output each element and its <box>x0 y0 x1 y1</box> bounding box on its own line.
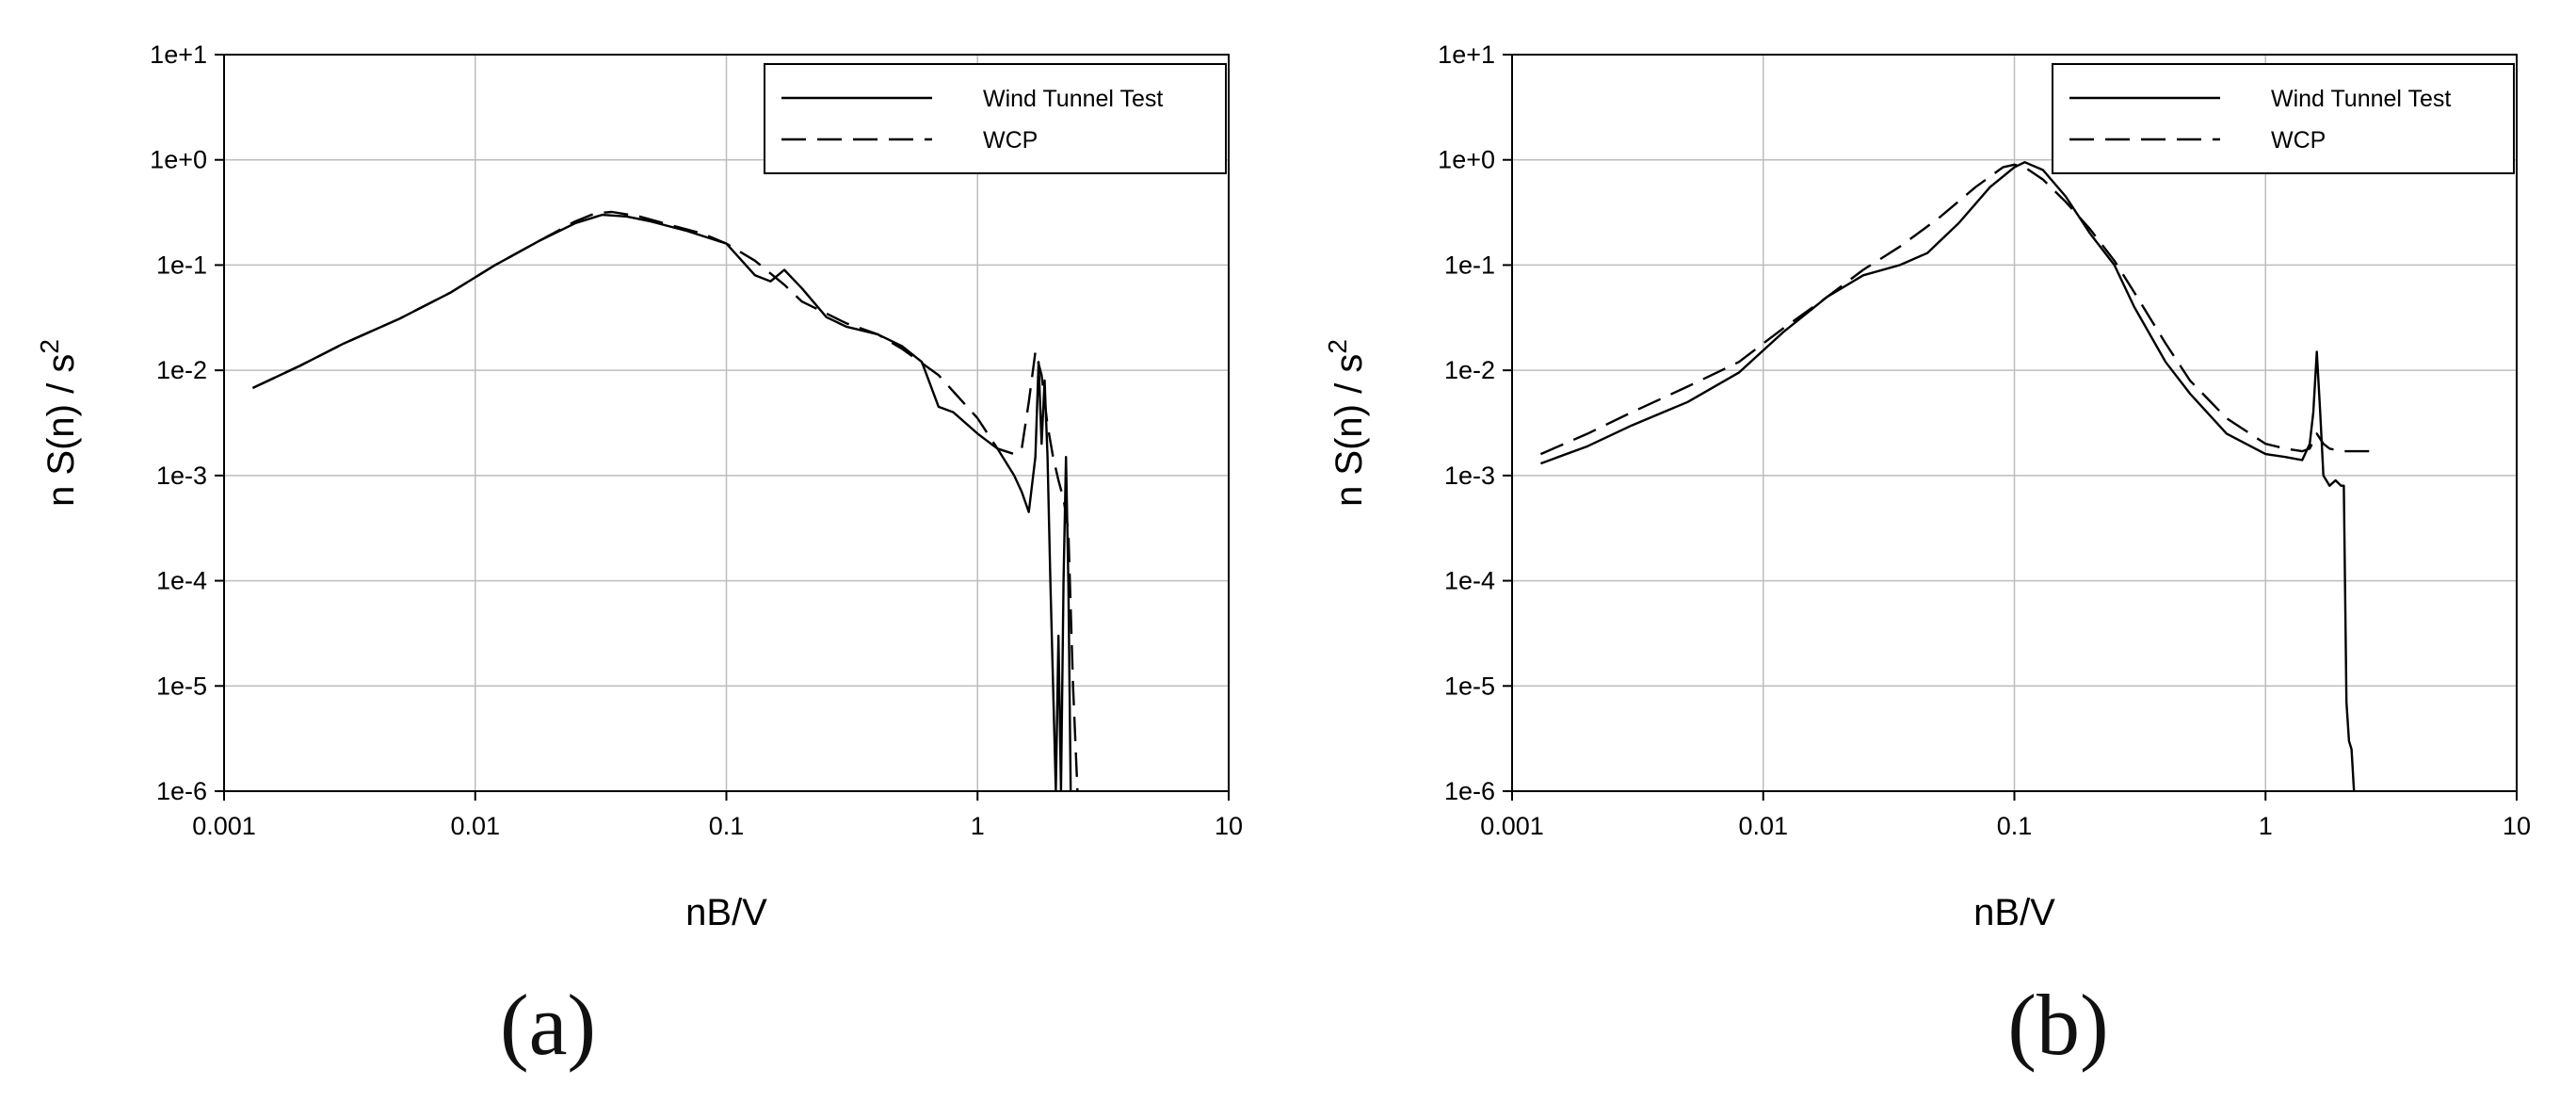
series-line-wind-tunnel-test <box>251 213 1072 791</box>
y-tick-label: 1e-5 <box>1444 672 1495 700</box>
y-axis-title: n S(n) / s2 <box>1323 339 1370 507</box>
x-tick-label: 0.1 <box>709 812 745 840</box>
chart-b: 0.001 0.01 0.1 1 10 1e-6 1e-5 1e-4 1e-3 1e-2 1e-1 1… <box>1323 41 2531 933</box>
y-tick-label: 1e-2 <box>1444 356 1495 384</box>
y-tick-label: 1e-2 <box>156 356 207 384</box>
y-tick-label: 1e-1 <box>1444 251 1495 279</box>
x-tick-label: 0.1 <box>1997 812 2033 840</box>
series-line-wcp <box>1539 163 2375 456</box>
y-tick-label: 1e-4 <box>1444 567 1495 595</box>
legend-label: WCP <box>983 127 1038 154</box>
y-tick-label: 1e-3 <box>156 462 207 490</box>
x-tick-label: 10 <box>2503 812 2531 840</box>
x-axis-title: nB/V <box>1973 892 2055 933</box>
legend-label: Wind Tunnel Test <box>2271 86 2451 112</box>
legend-box <box>2052 63 2515 174</box>
y-tick-label: 1e-1 <box>156 251 207 279</box>
series-line-wcp <box>251 210 1079 791</box>
x-tick-label: 0.001 <box>1480 812 1544 840</box>
y-tick-label: 1e+0 <box>1438 146 1495 174</box>
caption-b: (b) <box>2007 977 2109 1073</box>
axis-ticks: 0.001 0.01 0.1 1 10 1e-6 1e-5 1e-4 1e-3 1e-2 1e-1 1… <box>150 41 1243 840</box>
y-tick-label: 1e-6 <box>1444 777 1495 805</box>
gridlines <box>224 55 1229 791</box>
y-axis-title-superscript: 2 <box>35 339 64 354</box>
y-tick-label: 1e+1 <box>1438 41 1495 69</box>
legend-label: WCP <box>2271 127 2326 154</box>
legend: Wind Tunnel Test WCP <box>2052 63 2515 174</box>
y-tick-label: 1e-5 <box>156 672 207 700</box>
chart-panel-a: 0.001 0.01 0.1 1 10 1e-6 1e-5 1e-4 1e-3 1e-2 1e-1 1… <box>35 41 1243 1073</box>
y-axis-title-superscript: 2 <box>1323 339 1352 354</box>
x-tick-label: 0.001 <box>192 812 256 840</box>
x-axis-title: nB/V <box>685 892 767 933</box>
legend: Wind Tunnel Test WCP <box>764 63 1227 174</box>
y-tick-label: 1e-4 <box>156 567 207 595</box>
x-tick-label: 10 <box>1215 812 1243 840</box>
gridlines <box>1512 55 2517 791</box>
legend-label: Wind Tunnel Test <box>983 86 1163 112</box>
legend-box <box>764 63 1227 174</box>
x-tick-label: 1 <box>971 812 985 840</box>
y-tick-label: 1e+0 <box>150 146 207 174</box>
y-tick-label: 1e-6 <box>156 777 207 805</box>
chart-a: 0.001 0.01 0.1 1 10 1e-6 1e-5 1e-4 1e-3 1e-2 1e-1 1… <box>35 41 1243 933</box>
y-tick-label: 1e-3 <box>1444 462 1495 490</box>
series-line-wind-tunnel-test <box>1539 160 2356 791</box>
y-axis-title: n S(n) / s2 <box>35 339 82 507</box>
x-tick-label: 0.01 <box>1738 812 1788 840</box>
x-tick-label: 1 <box>2259 812 2273 840</box>
x-tick-label: 0.01 <box>450 812 500 840</box>
caption-a: (a) <box>499 977 597 1073</box>
y-tick-label: 1e+1 <box>150 41 207 69</box>
chart-panel-b: 0.001 0.01 0.1 1 10 1e-6 1e-5 1e-4 1e-3 1e-2 1e-1 1… <box>1288 0 2576 1102</box>
axis-ticks: 0.001 0.01 0.1 1 10 1e-6 1e-5 1e-4 1e-3 1e-2 1e-1 1… <box>1438 41 2531 840</box>
